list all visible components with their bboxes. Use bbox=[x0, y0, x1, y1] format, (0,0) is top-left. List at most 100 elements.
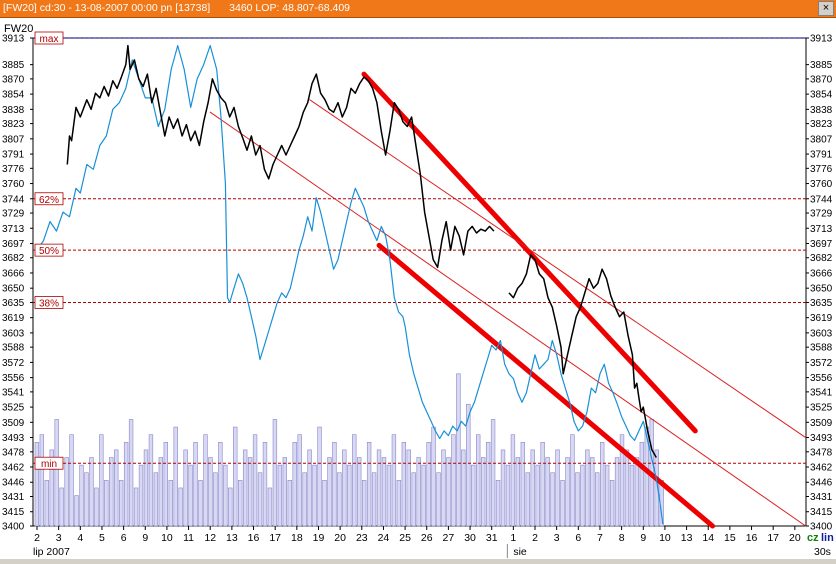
volume-bar bbox=[322, 480, 327, 527]
y-tick-label-left: 3744 bbox=[2, 194, 25, 205]
volume-bar bbox=[54, 419, 59, 527]
volume-bar bbox=[153, 472, 159, 527]
volume-bar bbox=[530, 449, 535, 527]
volume-bar bbox=[352, 434, 357, 527]
volume-bar bbox=[287, 480, 292, 527]
volume-bar bbox=[490, 419, 496, 527]
level-label-max: max bbox=[40, 34, 59, 45]
volume-bar bbox=[302, 472, 307, 527]
y-tick-label-right: 3791 bbox=[810, 150, 833, 161]
volume-bar bbox=[639, 441, 645, 527]
y-tick-label-right: 3913 bbox=[810, 34, 833, 45]
volume-bar bbox=[461, 449, 466, 527]
y-tick-label-right: 3823 bbox=[810, 119, 833, 130]
volume-bar bbox=[411, 472, 416, 527]
y-tick-label-right: 3697 bbox=[810, 239, 833, 250]
x-tick-label: 31 bbox=[486, 532, 498, 544]
volume-bar bbox=[218, 441, 223, 527]
level-label-50pct: 50% bbox=[39, 246, 59, 257]
volume-bar bbox=[163, 441, 168, 527]
price-series-line bbox=[66, 44, 657, 458]
volume-bar bbox=[247, 457, 253, 527]
volume-bar bbox=[570, 434, 575, 527]
volume-bar bbox=[317, 426, 322, 527]
x-tick-label: 13 bbox=[226, 532, 238, 544]
volume-bar bbox=[441, 449, 446, 527]
volume-bar bbox=[327, 457, 332, 527]
level-label-38pct: 38% bbox=[39, 298, 59, 309]
volume-bar bbox=[476, 434, 481, 527]
x-tick-label: 5 bbox=[99, 532, 105, 544]
y-tick-label-left: 3619 bbox=[2, 313, 25, 324]
y-tick-label-left: 3588 bbox=[2, 343, 25, 354]
window-title-lop: 3460 LOP: 48.807-68.409 bbox=[229, 2, 351, 14]
volume-bar bbox=[520, 441, 526, 527]
volume-bar bbox=[456, 373, 461, 527]
y-tick-label-right: 3885 bbox=[810, 60, 833, 71]
x-tick-label: 7 bbox=[597, 532, 603, 544]
y-tick-label-left: 3603 bbox=[2, 328, 25, 339]
window-title-instrument: [FW20] cd:30 - 13-08-2007 00:00 pn [1373… bbox=[3, 2, 211, 14]
y-tick-label-left: 3446 bbox=[2, 478, 25, 489]
y-tick-label-left: 3556 bbox=[2, 373, 25, 384]
level-label-box bbox=[34, 296, 64, 309]
volume-bar bbox=[357, 457, 362, 527]
x-tick-label: 18 bbox=[291, 532, 303, 544]
lin-scale-label[interactable]: lin bbox=[821, 532, 834, 544]
secondary-series-line bbox=[36, 45, 664, 525]
volume-bar bbox=[505, 464, 511, 527]
volume-bar bbox=[381, 457, 387, 527]
volume-bar bbox=[595, 472, 600, 527]
volume-bar bbox=[89, 457, 94, 527]
volume-bar bbox=[560, 480, 565, 527]
y-tick-label-right: 3462 bbox=[810, 463, 833, 474]
volume-bar bbox=[193, 441, 198, 527]
volume-bar bbox=[158, 457, 164, 527]
volume-bar bbox=[426, 441, 431, 527]
close-button[interactable]: × bbox=[818, 1, 834, 16]
y-tick-label-left: 3697 bbox=[2, 239, 25, 250]
volume-bar bbox=[342, 449, 347, 527]
x-tick-label: 15 bbox=[724, 532, 736, 544]
volume-bar bbox=[282, 457, 287, 527]
y-tick-label-left: 3541 bbox=[2, 387, 25, 398]
volume-bar bbox=[565, 457, 570, 527]
volume-bar bbox=[361, 480, 367, 527]
volume-bar bbox=[109, 457, 114, 527]
y-tick-label-left: 3682 bbox=[2, 253, 25, 264]
y-tick-label-right: 3446 bbox=[810, 478, 833, 489]
volume-bar bbox=[510, 434, 516, 527]
x-tick-label: 9 bbox=[142, 532, 148, 544]
x-tick-label: 26 bbox=[421, 532, 433, 544]
volume-bar bbox=[466, 403, 471, 527]
volume-bar bbox=[609, 480, 615, 527]
x-tick-label: 10 bbox=[161, 532, 173, 544]
y-tick-label-left: 3509 bbox=[2, 418, 25, 429]
y-tick-label-right: 3666 bbox=[810, 268, 833, 279]
y-tick-label-right: 3760 bbox=[810, 179, 833, 190]
y-tick-label-right: 3619 bbox=[810, 313, 833, 324]
volume-bar bbox=[555, 449, 560, 527]
interval-label[interactable]: 30s bbox=[814, 546, 831, 558]
volume-bar bbox=[525, 472, 530, 527]
x-tick-label: 20 bbox=[789, 532, 801, 544]
cz-mode-label[interactable]: cz bbox=[807, 532, 819, 544]
volume-bar bbox=[535, 464, 540, 527]
volume-bar bbox=[436, 472, 441, 527]
volume-bar bbox=[118, 480, 124, 527]
volume-bar bbox=[446, 457, 451, 527]
volume-bar bbox=[143, 449, 149, 527]
y-tick-label-right: 3682 bbox=[810, 253, 833, 264]
volume-bar bbox=[272, 419, 278, 527]
volume-bar bbox=[74, 495, 79, 527]
y-tick-label-left: 3791 bbox=[2, 150, 25, 161]
volume-bar bbox=[337, 472, 342, 527]
y-tick-label-left: 3400 bbox=[2, 522, 25, 533]
volume-bar bbox=[203, 434, 208, 527]
y-tick-label-right: 3588 bbox=[810, 343, 833, 354]
y-tick-label-left: 3729 bbox=[2, 209, 25, 220]
y-tick-label-right: 3807 bbox=[810, 134, 833, 145]
volume-bar bbox=[401, 441, 407, 527]
volume-bar bbox=[590, 457, 595, 527]
